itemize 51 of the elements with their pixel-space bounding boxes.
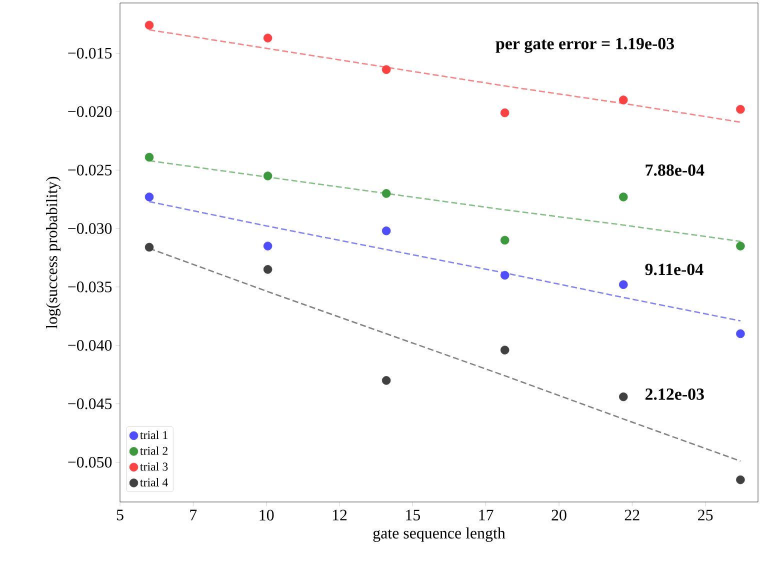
x-tick-label: 22 [624,510,640,520]
y-tick-label: −0.035 [68,282,112,292]
point [382,226,391,236]
point [263,265,272,274]
point [619,280,628,290]
x-tick-label: 15 [406,510,420,520]
annotation: 2.12e-03 [645,388,704,400]
point [736,475,745,484]
x-axis-title: gate sequence length [373,527,506,542]
legend-label: trial 4 [140,478,168,486]
point [382,189,391,198]
x-tick-label: 17 [479,510,494,520]
x-tick-label: 7 [190,510,197,520]
x-tick-label: 10 [260,510,274,521]
point [500,270,510,280]
annotation: per gate error = 1.19e-03 [496,38,674,53]
point [263,242,272,250]
legend-label: trial 2 [140,446,168,455]
annotation: 7.88e-04 [646,164,704,176]
x-tick-label: 20 [552,510,566,521]
annotation: 9.11e-04 [645,264,704,276]
y-tick-label: −0.045 [68,398,112,410]
point [382,65,391,74]
point [144,242,154,252]
y-tick-label: −0.030 [68,223,112,234]
point [736,104,745,114]
point [619,392,628,402]
point [500,236,510,245]
x-tick-label: 12 [332,510,347,520]
y-tick-label: −0.020 [68,106,112,118]
legend-label: trial 1 [140,430,168,440]
point [144,192,154,202]
y-tick-label: −0.015 [68,48,112,59]
x-tick-label: 25 [698,510,713,520]
point [263,172,272,180]
y-tick-label: −0.025 [68,164,112,176]
point [500,346,510,354]
point [144,20,154,30]
y-tick-label: −0.050 [68,456,112,468]
point [382,376,391,385]
point [619,96,628,104]
point [736,329,745,338]
point [500,108,510,118]
point [736,242,745,250]
point [144,152,154,162]
x-tick-label: 5 [116,510,124,520]
legend-label: trial 3 [140,462,168,471]
point [263,34,272,42]
point [619,192,628,202]
y-axis-title: log(success probability) [46,176,61,329]
y-tick-label: −0.040 [68,340,112,351]
